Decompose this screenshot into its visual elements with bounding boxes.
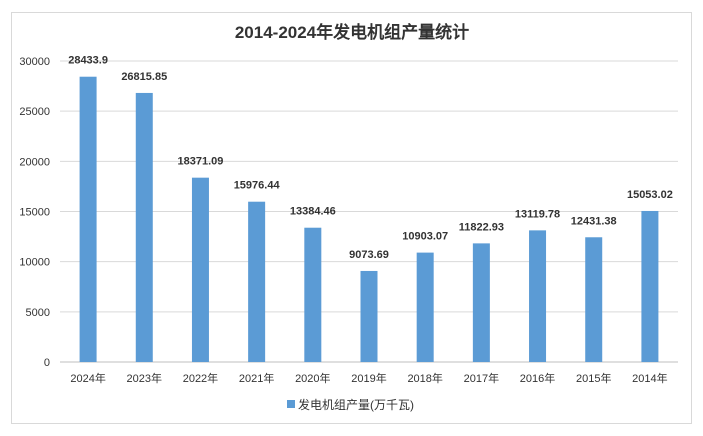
bar	[248, 201, 266, 362]
data-label: 13119.78	[515, 208, 560, 220]
data-label: 28433.9	[68, 55, 108, 67]
bar	[360, 270, 378, 362]
x-tick-label: 2016年	[520, 371, 555, 385]
bar	[472, 243, 490, 362]
legend-swatch	[287, 400, 295, 408]
y-tick-label: 20000	[19, 156, 50, 168]
data-label: 26815.85	[121, 71, 167, 83]
bar	[529, 230, 547, 362]
bar	[191, 177, 209, 362]
data-label: 18371.09	[178, 156, 224, 168]
data-label: 9073.69	[349, 249, 389, 261]
data-label: 12431.38	[571, 215, 617, 227]
legend-label: 发电机组产量(万千瓦)	[298, 397, 414, 412]
chart-frame	[11, 12, 692, 424]
x-tick-label: 2017年	[464, 371, 499, 385]
data-label: 10903.07	[402, 231, 448, 243]
x-tick-label: 2024年	[70, 371, 105, 385]
x-tick-label: 2021年	[239, 371, 274, 385]
x-tick-label: 2015年	[576, 371, 611, 385]
y-tick-label: 30000	[19, 56, 50, 68]
y-tick-label: 0	[44, 357, 50, 369]
data-label: 13384.46	[290, 206, 336, 218]
x-tick-label: 2023年	[127, 371, 162, 385]
data-label: 11822.93	[459, 221, 504, 233]
legend: 发电机组产量(万千瓦)	[287, 397, 414, 412]
bar	[641, 210, 659, 362]
y-tick-label: 15000	[19, 207, 50, 219]
y-tick-label: 10000	[19, 257, 50, 269]
x-tick-label: 2018年	[407, 371, 442, 385]
x-tick-label: 2014年	[632, 371, 667, 385]
bar	[135, 92, 153, 363]
y-tick-label: 5000	[26, 307, 50, 319]
x-tick-label: 2022年	[183, 371, 218, 385]
data-label: 15053.02	[627, 189, 673, 201]
chart-title: 2014-2024年发电机组产量统计	[235, 22, 469, 42]
x-tick-label: 2019年	[351, 371, 386, 385]
x-tick-label: 2020年	[295, 371, 330, 385]
bar	[585, 237, 603, 362]
bar	[79, 76, 97, 363]
bar	[416, 252, 434, 362]
y-tick-label: 25000	[19, 106, 50, 118]
bar	[304, 227, 322, 362]
data-label: 15976.44	[234, 180, 281, 192]
